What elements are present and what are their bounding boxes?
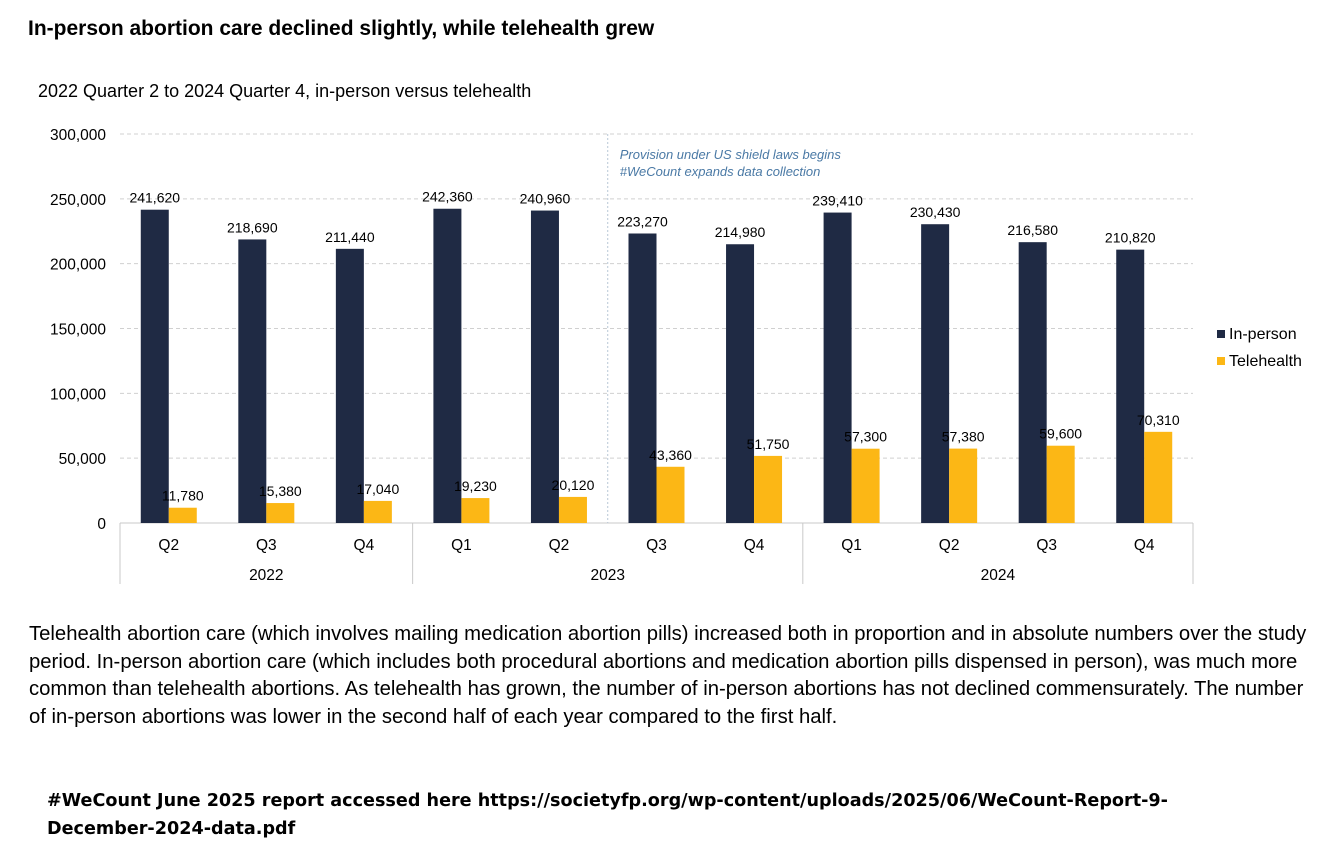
in-person-bar — [433, 208, 462, 523]
body-paragraph: Telehealth abortion care (which involves… — [29, 621, 1319, 731]
telehealth-bar — [461, 498, 490, 523]
telehealth-data-label: 43,360 — [649, 447, 692, 463]
source-citation: #WeCount June 2025 report accessed here … — [47, 787, 1247, 843]
in-person-data-label: 242,360 — [422, 189, 473, 205]
telehealth-data-label: 57,380 — [942, 429, 985, 445]
chart-subtitle: 2022 Quarter 2 to 2024 Quarter 4, in-per… — [38, 81, 532, 101]
in-person-data-label: 230,430 — [910, 204, 961, 220]
in-person-bar — [823, 212, 852, 523]
in-person-bar — [140, 209, 169, 523]
telehealth-data-label: 51,750 — [747, 436, 790, 452]
chart-title: In-person abortion care declined slightl… — [28, 17, 655, 40]
in-person-data-label: 214,980 — [715, 224, 766, 240]
telehealth-bar — [949, 448, 978, 523]
legend-label: In-person — [1229, 326, 1297, 343]
x-tick-label: Q4 — [354, 537, 375, 554]
telehealth-data-label: 19,230 — [454, 478, 497, 494]
source-citation-text: #WeCount June 2025 report accessed here … — [47, 791, 1168, 839]
legend-swatch — [1217, 330, 1225, 338]
telehealth-bar — [851, 448, 880, 523]
telehealth-bar — [754, 455, 783, 523]
telehealth-data-label: 11,780 — [162, 488, 204, 504]
in-person-data-label: 240,960 — [520, 191, 571, 207]
x-tick-label: Q3 — [646, 537, 667, 554]
y-tick-label: 0 — [97, 516, 106, 533]
telehealth-data-label: 59,600 — [1039, 426, 1082, 442]
in-person-data-label: 216,580 — [1007, 222, 1058, 238]
y-tick-label: 150,000 — [50, 322, 106, 339]
in-person-bar — [530, 210, 559, 523]
in-person-bar — [1116, 249, 1145, 524]
in-person-bar — [921, 224, 950, 523]
telehealth-bar — [363, 500, 392, 523]
telehealth-data-label: 70,310 — [1137, 412, 1180, 428]
in-person-data-label: 223,270 — [617, 213, 668, 229]
x-tick-label: Q4 — [1134, 537, 1155, 554]
x-tick-label: Q2 — [549, 537, 570, 554]
x-tick-label: Q1 — [451, 537, 472, 554]
in-person-bar — [1018, 242, 1047, 523]
telehealth-bar — [656, 466, 685, 523]
y-tick-label: 100,000 — [50, 386, 106, 403]
shield-law-annotation: #WeCount expands data collection — [620, 164, 821, 179]
y-tick-label: 50,000 — [59, 451, 107, 468]
legend-label: Telehealth — [1229, 353, 1302, 370]
x-tick-label: Q4 — [744, 537, 765, 554]
shield-law-annotation: Provision under US shield laws begins — [620, 147, 842, 162]
telehealth-data-label: 17,040 — [356, 481, 399, 497]
telehealth-bar — [168, 507, 197, 523]
telehealth-bar — [266, 503, 295, 523]
y-tick-label: 250,000 — [50, 192, 106, 209]
in-person-bar — [628, 233, 657, 524]
telehealth-bar — [558, 496, 587, 523]
in-person-data-label: 241,620 — [129, 190, 180, 206]
in-person-data-label: 210,820 — [1105, 230, 1156, 246]
x-tick-label: Q1 — [841, 537, 862, 554]
bar-chart: 0 50,000 100,000 150,000 200,000 250,000 300,0… — [50, 127, 1302, 584]
telehealth-data-label: 15,380 — [259, 483, 302, 499]
in-person-bar — [238, 239, 267, 524]
x-tick-label: Q3 — [256, 537, 277, 554]
y-tick-label: 300,000 — [50, 127, 106, 144]
x-group-label: 2024 — [981, 567, 1016, 584]
in-person-data-label: 211,440 — [325, 229, 375, 245]
body-paragraph-text: Telehealth abortion care (which involves… — [29, 623, 1307, 728]
in-person-data-label: 218,690 — [227, 219, 278, 235]
x-tick-label: Q3 — [1036, 537, 1057, 554]
x-group-label: 2022 — [249, 567, 283, 584]
telehealth-bar — [1046, 445, 1075, 523]
in-person-bar — [335, 248, 364, 523]
x-group-label: 2023 — [590, 567, 624, 584]
legend-swatch — [1217, 357, 1225, 365]
in-person-data-label: 239,410 — [812, 193, 863, 209]
telehealth-data-label: 20,120 — [552, 477, 595, 493]
x-tick-label: Q2 — [939, 537, 960, 554]
telehealth-data-label: 57,300 — [844, 429, 887, 445]
telehealth-bar — [1144, 431, 1173, 523]
in-person-bar — [726, 244, 755, 523]
x-tick-label: Q2 — [158, 537, 179, 554]
y-tick-label: 200,000 — [50, 257, 106, 274]
